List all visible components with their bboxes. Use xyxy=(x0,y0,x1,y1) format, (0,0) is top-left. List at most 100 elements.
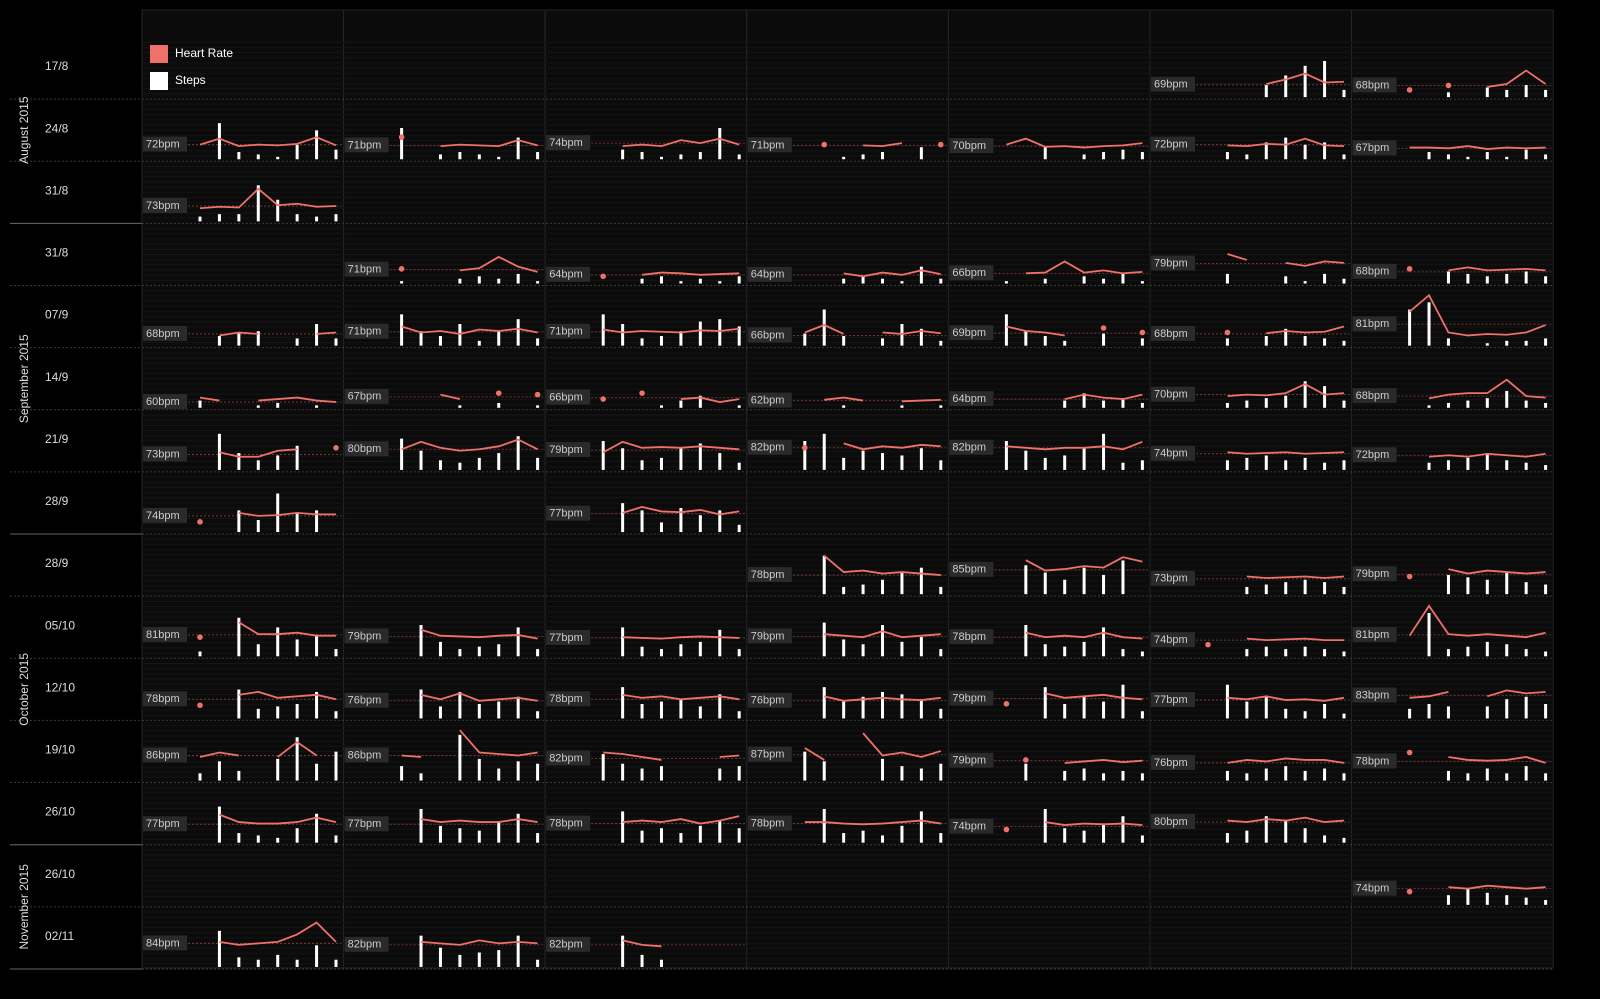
average-label: 73bpm xyxy=(1154,573,1188,585)
heart-rate-line xyxy=(1266,72,1345,85)
heart-rate-line xyxy=(199,396,220,402)
average-label: 72bpm xyxy=(1356,449,1390,461)
steps-bar xyxy=(1024,565,1028,595)
average-label: 74bpm xyxy=(952,820,986,832)
steps-bar xyxy=(458,462,462,470)
steps-bar xyxy=(698,443,702,470)
steps-bar xyxy=(497,701,501,719)
steps-bar xyxy=(1544,89,1548,98)
steps-bar xyxy=(621,627,625,657)
steps-bar xyxy=(198,773,202,781)
steps-bar xyxy=(919,699,923,719)
average-label: 78bpm xyxy=(751,817,785,829)
steps-bar xyxy=(1323,273,1327,284)
steps-bar xyxy=(1082,567,1086,595)
steps-bar xyxy=(295,338,299,346)
heart-rate-line xyxy=(1045,692,1143,701)
steps-bar xyxy=(1140,152,1144,160)
steps-bar xyxy=(939,649,943,657)
average-label: 71bpm xyxy=(348,264,382,276)
average-label: 68bpm xyxy=(1154,328,1188,340)
steps-bar xyxy=(1102,333,1106,346)
steps-bar xyxy=(334,751,338,781)
steps-bar xyxy=(256,185,260,222)
heart-rate-line xyxy=(1006,325,1065,337)
average-label: 78bpm xyxy=(146,693,180,705)
steps-bar xyxy=(1303,828,1307,843)
steps-bar xyxy=(919,768,923,781)
steps-bar xyxy=(1446,649,1450,657)
week-label: 21/9 xyxy=(45,432,69,446)
week-label: 31/8 xyxy=(45,183,69,197)
steps-bar xyxy=(842,405,846,408)
steps-bar xyxy=(842,586,846,595)
steps-bar xyxy=(334,338,338,346)
steps-bar xyxy=(1466,577,1470,595)
steps-bar xyxy=(881,625,885,657)
heart-rate-line xyxy=(1025,631,1143,640)
steps-bar xyxy=(237,333,241,346)
steps-bar xyxy=(497,278,501,284)
steps-bar xyxy=(881,338,885,346)
steps-bar xyxy=(842,278,846,284)
average-label: 83bpm xyxy=(1356,689,1390,701)
heart-rate-line xyxy=(863,142,903,147)
steps-bar xyxy=(1485,276,1489,284)
steps-bar xyxy=(1140,835,1144,843)
steps-bar xyxy=(458,152,462,160)
steps-bar xyxy=(536,763,540,781)
average-label: 67bpm xyxy=(1356,142,1390,154)
average-label-bg xyxy=(344,323,389,339)
average-label: 73bpm xyxy=(146,448,180,460)
average-label: 69bpm xyxy=(1154,79,1188,91)
steps-bar xyxy=(842,156,846,160)
average-label-bg xyxy=(143,747,187,763)
steps-bar xyxy=(640,703,644,719)
steps-bar xyxy=(1102,152,1106,160)
steps-bar xyxy=(276,156,280,160)
steps-bar xyxy=(1342,154,1346,160)
average-label: 71bpm xyxy=(751,139,785,151)
average-label: 80bpm xyxy=(1154,816,1188,828)
average-label: 74bpm xyxy=(1154,448,1188,460)
steps-bar xyxy=(1544,276,1548,284)
steps-bar xyxy=(1303,646,1307,657)
steps-bar xyxy=(1505,773,1509,781)
steps-bar xyxy=(1323,462,1327,470)
steps-bar xyxy=(1225,770,1229,781)
steps-bar xyxy=(458,828,462,843)
steps-bar xyxy=(698,706,702,719)
average-label: 66bpm xyxy=(751,329,785,341)
steps-bar xyxy=(698,152,702,160)
steps-bar xyxy=(1024,450,1028,470)
steps-bar xyxy=(477,758,481,781)
steps-bar xyxy=(640,954,644,967)
steps-bar xyxy=(1121,684,1125,719)
steps-bar xyxy=(1082,641,1086,657)
steps-bar xyxy=(1043,278,1047,284)
steps-bar xyxy=(1446,460,1450,470)
steps-bar xyxy=(640,338,644,346)
steps-bar xyxy=(1102,400,1106,408)
steps-bar xyxy=(400,281,404,284)
average-label: 74bpm xyxy=(1356,883,1390,895)
heart-rate-point xyxy=(1224,329,1231,336)
legend-swatch xyxy=(150,72,168,90)
steps-bar xyxy=(679,400,683,408)
average-label-bg xyxy=(949,752,994,768)
average-label-bg xyxy=(143,446,187,462)
steps-bar xyxy=(1323,142,1327,160)
steps-bar xyxy=(1284,708,1288,719)
steps-bar xyxy=(400,766,404,781)
steps-bar xyxy=(315,945,319,967)
steps-bar xyxy=(400,127,404,160)
steps-bar xyxy=(256,644,260,657)
average-label-bg xyxy=(143,325,187,341)
steps-bar xyxy=(217,336,221,346)
heart-rate-line xyxy=(277,740,318,758)
average-label: 78bpm xyxy=(751,569,785,581)
heart-rate-line xyxy=(804,819,941,826)
steps-bar xyxy=(237,453,241,470)
heart-rate-line xyxy=(459,729,538,757)
